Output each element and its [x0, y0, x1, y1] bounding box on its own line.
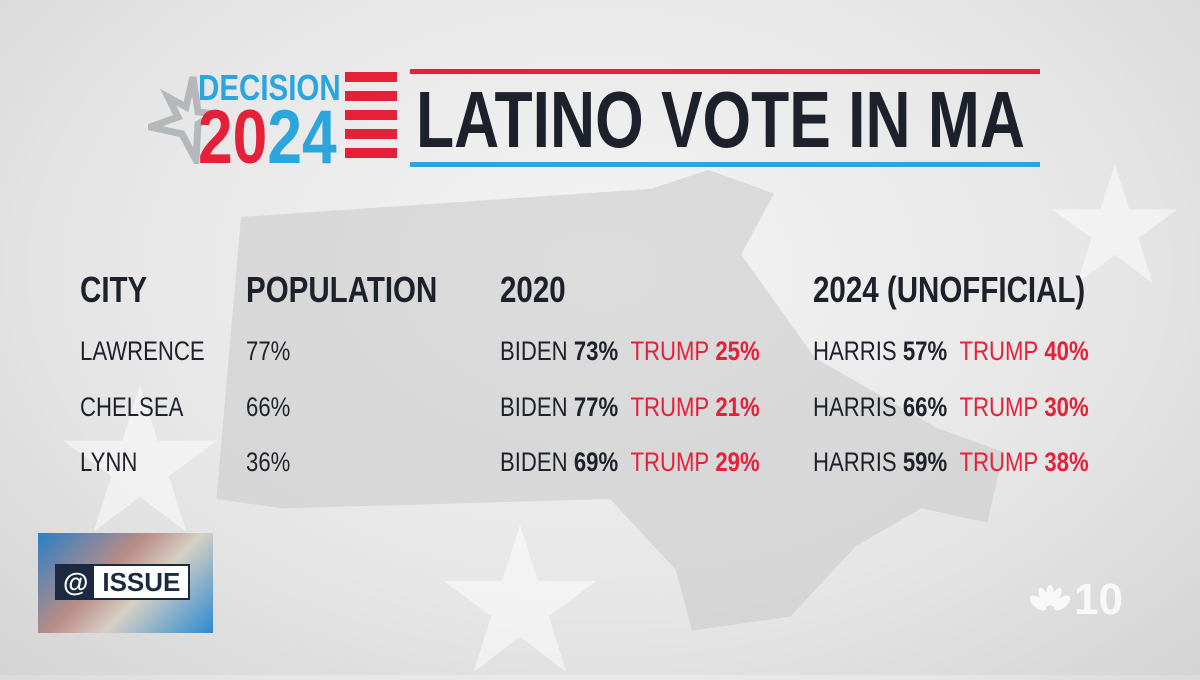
logo-year-b: 24 [267, 95, 337, 180]
rep-2020-name: TRUMP [630, 447, 710, 477]
row-2020: BIDEN 77% TRUMP 21% [500, 392, 760, 423]
dem-2020-pct: 69% [573, 447, 619, 477]
row-population: 36% [246, 447, 290, 478]
badge-word: ISSUE [94, 566, 189, 598]
rep-2020-pct: 21% [715, 392, 760, 422]
header-2020: 2020 [500, 269, 566, 310]
dem-2024-pct: 66% [902, 392, 948, 422]
row-2024: HARRIS 59% TRUMP 38% [813, 447, 1089, 478]
rep-2024-name: TRUMP [959, 336, 1039, 366]
row-2024: HARRIS 57% TRUMP 40% [813, 336, 1089, 367]
header-2024: 2024 (UNOFFICIAL) [813, 269, 1086, 310]
row-city: CHELSEA [80, 392, 183, 423]
background-star-icon [63, 384, 217, 532]
row-city: LAWRENCE [80, 336, 205, 367]
rep-2024-pct: 40% [1044, 336, 1089, 366]
dem-2020-pct: 77% [573, 392, 619, 422]
dem-2020-name: BIDEN [500, 447, 568, 477]
rep-2020-name: TRUMP [630, 392, 710, 422]
row-2024: HARRIS 66% TRUMP 30% [813, 392, 1089, 423]
rep-2024-name: TRUMP [959, 392, 1039, 422]
flag-stripes-icon [345, 72, 397, 164]
logo-year-a: 20 [198, 95, 268, 180]
background-star-icon [443, 524, 597, 672]
rep-2024-pct: 38% [1044, 447, 1089, 477]
dem-2020-pct: 73% [573, 336, 619, 366]
dem-2024-pct: 57% [902, 336, 948, 366]
peacock-icon [1030, 585, 1070, 611]
star-logo-icon [148, 76, 218, 164]
dem-2024-name: HARRIS [813, 447, 897, 477]
row-2020: BIDEN 69% TRUMP 29% [500, 447, 760, 478]
page-title: LATINO VOTE IN MA [416, 75, 1025, 164]
logo-decision: DECISION [198, 67, 341, 108]
row-population: 77% [246, 336, 290, 367]
row-2020: BIDEN 73% TRUMP 25% [500, 336, 760, 367]
at-icon: @ [57, 566, 95, 598]
title-rule-blue [410, 162, 1040, 167]
population-share: 77% [246, 336, 291, 366]
header-population: POPULATION [246, 269, 438, 310]
nbc10-logo: 10 [1030, 575, 1123, 625]
rep-2020-pct: 29% [715, 447, 760, 477]
dem-2024-name: HARRIS [813, 336, 897, 366]
header-city: CITY [80, 269, 148, 310]
title-rule-red [410, 69, 1040, 74]
logo-year: 2024 [198, 100, 337, 176]
city-name: LAWRENCE [80, 336, 205, 366]
population-share: 36% [246, 447, 291, 477]
at-issue-badge: @ ISSUE [38, 533, 213, 633]
rep-2020-pct: 25% [715, 336, 760, 366]
dem-2020-name: BIDEN [500, 392, 568, 422]
row-population: 66% [246, 392, 290, 423]
dem-2024-name: HARRIS [813, 392, 897, 422]
population-share: 66% [246, 392, 291, 422]
dem-2024-pct: 59% [902, 447, 948, 477]
dem-2020-name: BIDEN [500, 336, 568, 366]
row-city: LYNN [80, 447, 137, 478]
rep-2024-pct: 30% [1044, 392, 1089, 422]
city-name: LYNN [80, 447, 138, 477]
rep-2024-name: TRUMP [959, 447, 1039, 477]
rep-2020-name: TRUMP [630, 336, 710, 366]
background-star-icon [1052, 163, 1178, 284]
city-name: CHELSEA [80, 392, 184, 422]
station-number: 10 [1074, 575, 1123, 624]
